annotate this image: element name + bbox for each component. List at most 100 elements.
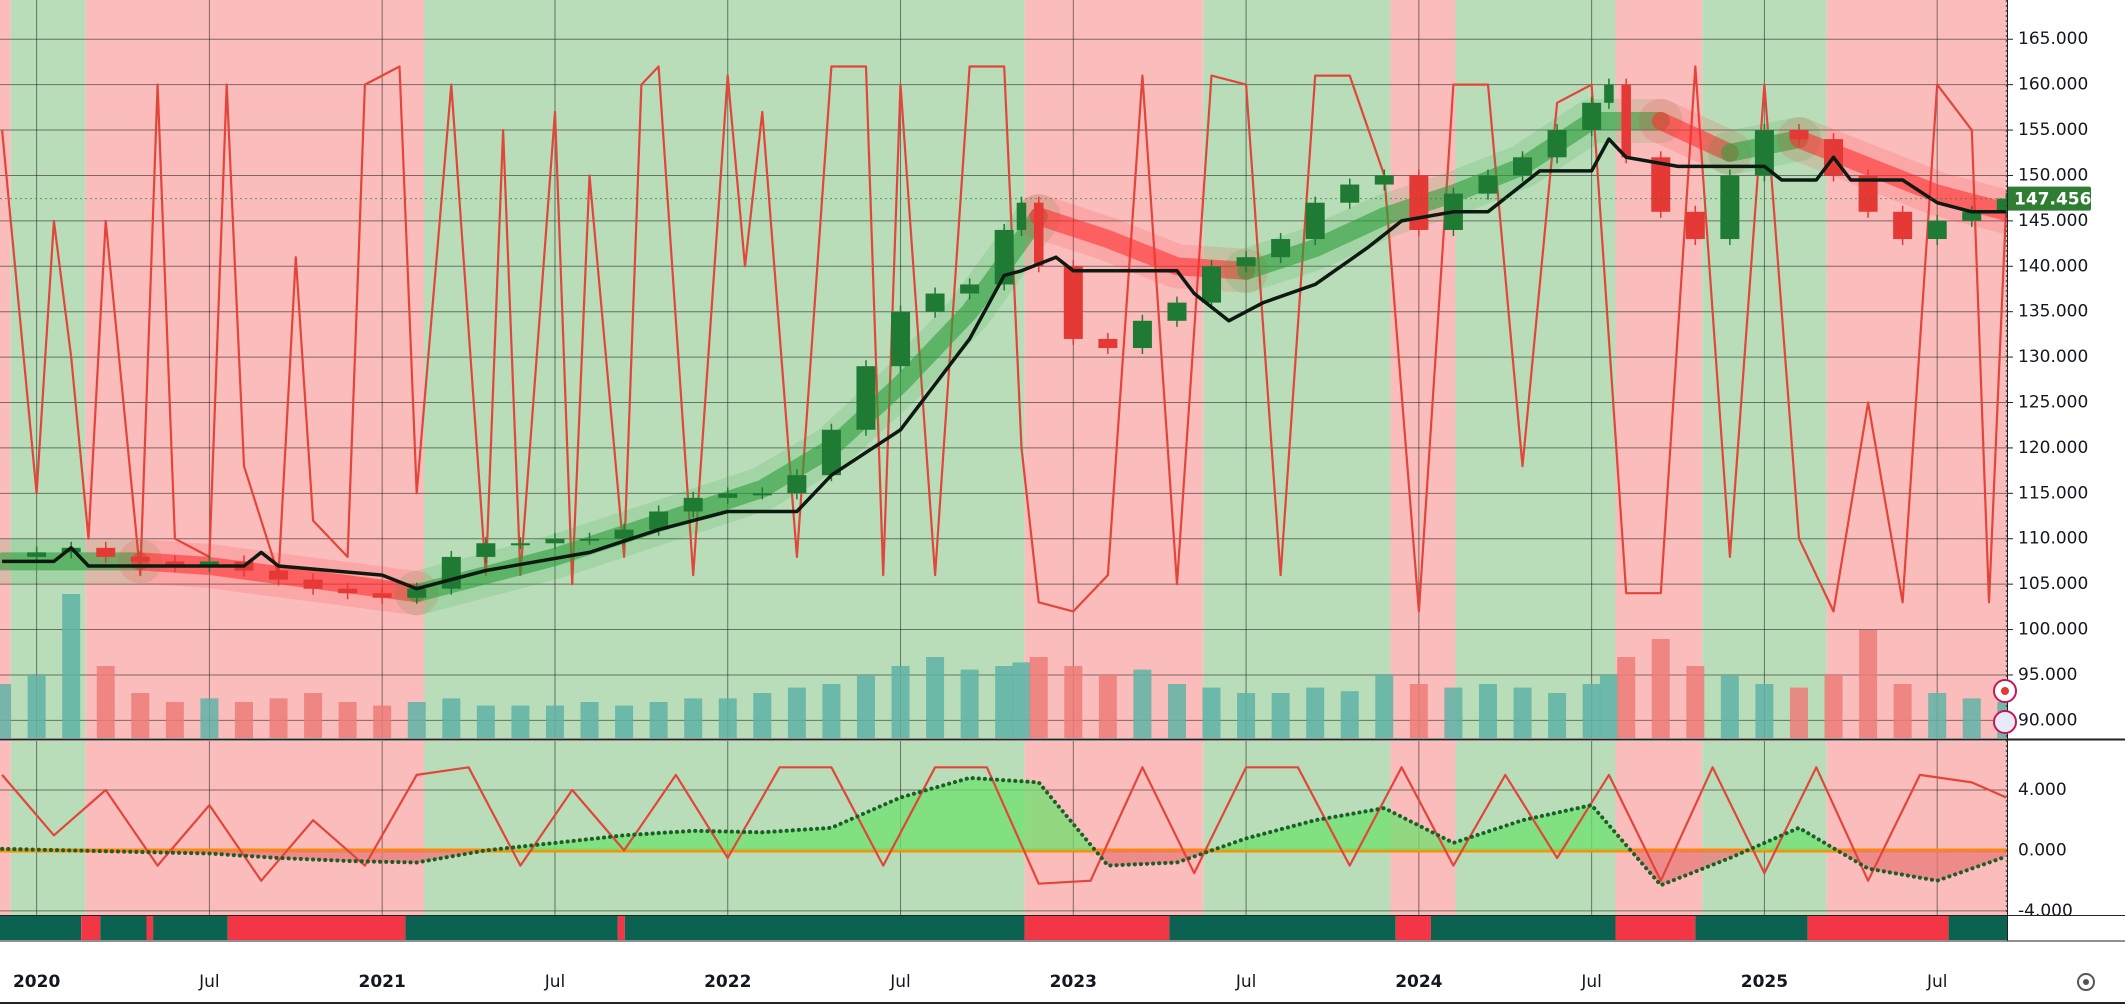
state-segment — [153, 916, 228, 940]
volume-bar — [1409, 684, 1428, 738]
y-tick-label: 135.000 — [2018, 302, 2088, 322]
y-tick-label: 155.000 — [2018, 120, 2088, 140]
x-tick-label: Jul — [1235, 972, 1257, 992]
volume-bar — [269, 698, 288, 738]
candle — [1513, 157, 1533, 176]
volume-bar — [926, 657, 945, 738]
x-tick-label: 2025 — [1741, 972, 1788, 992]
volume-bar — [165, 702, 184, 738]
candle — [96, 547, 116, 557]
trend-region — [1390, 0, 1456, 738]
state-segment — [1169, 916, 1396, 940]
trend-region — [1203, 0, 1391, 738]
x-tick-label: 2023 — [1050, 972, 1097, 992]
y-tick-label: 115.000 — [2018, 483, 2088, 503]
volume-bar — [200, 698, 219, 738]
state-segment — [617, 916, 625, 940]
trend-line — [0, 775, 2007, 888]
candle — [1962, 211, 1982, 221]
candle — [960, 284, 980, 294]
settings-icon[interactable] — [2077, 973, 2095, 991]
volume-bar — [131, 693, 150, 738]
volume-bar — [545, 705, 564, 738]
y-tick-label: 140.000 — [2018, 256, 2088, 276]
flag-icon[interactable] — [1993, 710, 2017, 734]
volume-bar — [442, 698, 461, 738]
state-segment — [1430, 916, 1616, 940]
volume-bar — [649, 702, 668, 738]
state-segment — [405, 916, 618, 940]
volume-bar — [960, 669, 979, 738]
candle — [1720, 175, 1740, 240]
volume-bar — [1599, 675, 1618, 738]
candle — [821, 429, 841, 476]
lower-pane — [0, 741, 2007, 915]
x-tick-label: 2022 — [704, 972, 751, 992]
volume-bar — [338, 702, 357, 738]
volume-bar — [718, 698, 737, 738]
volume-bar — [1582, 684, 1601, 738]
candle — [752, 493, 772, 496]
volume-bar — [580, 702, 599, 738]
trend-region — [1826, 0, 2007, 738]
candle — [787, 475, 807, 494]
candle — [1202, 266, 1222, 303]
candle — [1098, 338, 1118, 349]
candle — [338, 588, 358, 594]
candle — [1685, 211, 1705, 240]
trend-area-up — [2, 777, 2007, 851]
trend-area-down — [73, 850, 2007, 886]
trend-region — [85, 0, 424, 738]
volume-bar — [1789, 687, 1808, 738]
candle — [856, 366, 876, 430]
volume-bar — [1064, 666, 1083, 738]
y-tick-label: 0.000 — [2018, 840, 2067, 860]
candle — [199, 561, 219, 566]
y-tick-label: 110.000 — [2018, 529, 2088, 549]
candle — [649, 511, 669, 530]
candle — [1621, 84, 1631, 158]
state-segment — [1807, 916, 1949, 940]
volume-bar — [1098, 675, 1117, 738]
candle — [1340, 184, 1360, 203]
volume-bar — [1306, 687, 1325, 738]
candle — [27, 552, 47, 557]
volume-bar — [856, 675, 875, 738]
x-tick-label: Jul — [198, 972, 220, 992]
volume-bar — [1824, 675, 1843, 738]
candle — [407, 588, 427, 598]
volume-bar — [1133, 669, 1152, 738]
volume-bar — [1928, 693, 1947, 738]
volume-bar — [1651, 639, 1670, 738]
candle — [580, 538, 600, 541]
volume-bar — [1548, 693, 1567, 738]
candle — [925, 293, 945, 312]
y-tick-label: 125.000 — [2018, 393, 2088, 413]
candle — [683, 497, 703, 512]
volume-bar — [1686, 666, 1705, 738]
y-tick-label: -4.000 — [2018, 901, 2073, 921]
state-segment — [227, 916, 406, 940]
candle — [1236, 257, 1256, 267]
volume-bar — [1444, 687, 1463, 738]
volume-bar — [1617, 657, 1636, 738]
candle — [1409, 175, 1429, 230]
volume-bar — [1375, 675, 1394, 738]
y-tick-label: 95.000 — [2018, 665, 2077, 685]
candle — [891, 311, 911, 367]
state-segment — [624, 916, 1025, 940]
candle — [1167, 302, 1187, 321]
candle — [441, 556, 461, 589]
state-segment — [146, 916, 154, 940]
volume-bar — [1513, 687, 1532, 738]
volume-bar — [822, 684, 841, 738]
y-tick-label: 90.000 — [2018, 710, 2077, 730]
x-tick-label: Jul — [889, 972, 911, 992]
x-tick-label: 2024 — [1395, 972, 1442, 992]
volume-bar — [684, 698, 703, 738]
y-tick-label: 145.000 — [2018, 211, 2088, 231]
y-tick-label: 120.000 — [2018, 438, 2088, 458]
volume-bar — [1271, 693, 1290, 738]
candle — [1582, 102, 1602, 131]
